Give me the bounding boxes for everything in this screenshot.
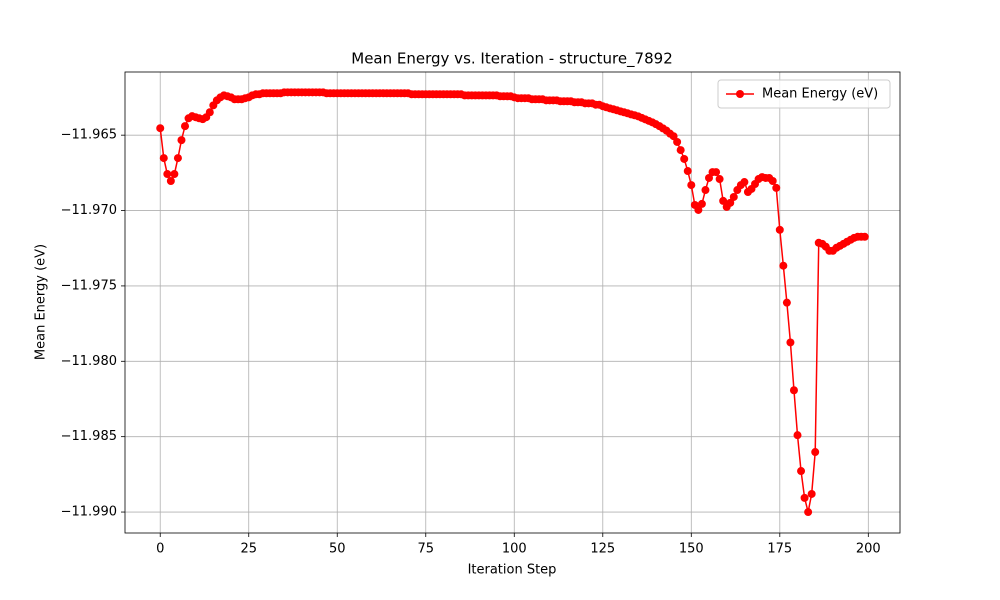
data-point [786, 338, 795, 347]
data-point [669, 132, 678, 141]
data-point [701, 186, 710, 195]
data-point [159, 154, 168, 163]
data-point [680, 154, 689, 163]
data-point [797, 467, 806, 476]
data-point [166, 176, 175, 185]
y-tick-label: −11.965 [61, 128, 117, 143]
data-point [804, 508, 813, 517]
data-point [729, 192, 738, 201]
x-tick-label: 50 [329, 542, 346, 557]
legend-marker [736, 90, 744, 98]
y-tick-label: −11.990 [61, 505, 117, 520]
data-point [789, 386, 798, 395]
data-point [740, 178, 749, 187]
data-point [163, 170, 172, 179]
data-point [173, 154, 182, 163]
data-point [782, 298, 791, 307]
data-point [860, 232, 869, 241]
data-point [726, 198, 735, 207]
data-point [807, 489, 816, 498]
x-tick-label: 200 [856, 542, 881, 557]
data-point [170, 170, 179, 179]
x-tick-label: 0 [156, 542, 164, 557]
data-point [676, 146, 685, 155]
data-point [687, 181, 696, 190]
y-axis-label: Mean Energy (eV) [34, 244, 49, 360]
data-point [177, 136, 186, 145]
chart-title: Mean Energy vs. Iteration - structure_78… [351, 50, 672, 69]
data-point [715, 175, 724, 184]
data-point [775, 225, 784, 234]
data-point [156, 124, 165, 133]
x-tick-label: 125 [590, 542, 615, 557]
y-tick-label: −11.980 [61, 354, 117, 369]
data-point [793, 431, 802, 440]
data-point [779, 261, 788, 270]
data-point [697, 199, 706, 208]
y-tick-label: −11.985 [61, 429, 117, 444]
y-tick-label: −11.970 [61, 203, 117, 218]
data-point [673, 137, 682, 146]
legend-label: Mean Energy (eV) [762, 87, 878, 102]
legend-box [717, 79, 891, 109]
data-point [205, 108, 214, 117]
data-point [694, 205, 703, 214]
data-point [772, 183, 781, 192]
x-tick-label: 150 [679, 542, 704, 557]
y-tick-label: −11.975 [61, 278, 117, 293]
data-point [719, 196, 728, 205]
data-line [159, 91, 865, 513]
data-point [712, 168, 721, 177]
data-point [800, 493, 809, 502]
plot-frame [124, 71, 901, 534]
data-point [768, 176, 777, 185]
data-point [704, 173, 713, 182]
data-point [811, 448, 820, 457]
x-tick-label: 175 [767, 542, 792, 557]
data-point [683, 167, 692, 176]
x-tick-label: 25 [240, 542, 257, 557]
x-tick-label: 75 [417, 542, 434, 557]
x-axis-label: Iteration Step [468, 563, 557, 578]
data-point [181, 122, 190, 131]
x-tick-label: 100 [502, 542, 527, 557]
